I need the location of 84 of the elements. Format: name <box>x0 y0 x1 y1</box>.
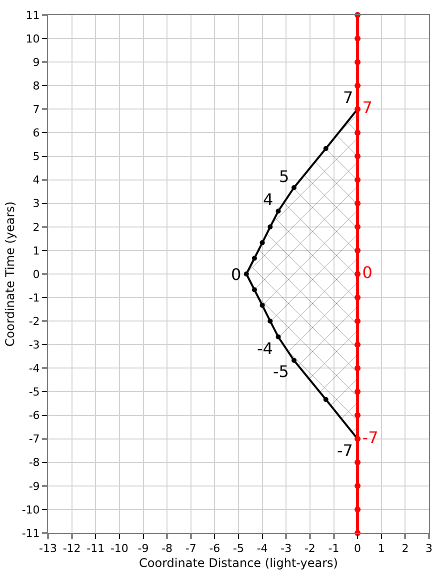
point <box>354 412 361 418</box>
point <box>323 397 328 402</box>
y-tick-label: -7 <box>28 432 40 446</box>
y-tick-label: 1 <box>32 244 40 258</box>
point <box>276 208 281 214</box>
y-tick-label: -6 <box>28 409 40 422</box>
point <box>268 224 273 230</box>
annotation: 5 <box>279 167 290 186</box>
point <box>354 153 361 160</box>
point <box>354 459 361 466</box>
point <box>354 130 361 136</box>
x-axis-title: Coordinate Distance (light-years) <box>139 556 338 570</box>
x-tick-label: 0 <box>354 542 362 556</box>
y-axis-title: Coordinate Time (years) <box>3 201 18 347</box>
annotation: -4 <box>257 339 273 358</box>
point <box>354 271 361 277</box>
point <box>354 247 361 254</box>
y-tick-label: -3 <box>28 338 40 352</box>
point <box>291 358 296 363</box>
y-tick-label: 11 <box>26 8 40 22</box>
point <box>354 388 361 395</box>
point <box>260 240 265 246</box>
data-label: 0 <box>362 263 372 282</box>
annotation: 7 <box>343 88 354 107</box>
point <box>354 59 361 66</box>
point <box>354 318 361 324</box>
y-tick-label: 6 <box>32 126 40 140</box>
x-tick-label: -11 <box>86 542 105 556</box>
x-tick-label: 2 <box>402 542 409 556</box>
annotation: -7 <box>337 441 353 460</box>
x-tick-label: -6 <box>209 542 220 556</box>
x-tick-label: 3 <box>426 542 432 556</box>
point <box>276 334 281 340</box>
y-tick-label: -9 <box>28 480 40 493</box>
y-tick-label: 8 <box>32 79 40 92</box>
point <box>244 272 249 276</box>
x-tick-label: -5 <box>233 542 244 556</box>
point <box>252 287 257 292</box>
point <box>268 318 273 324</box>
point <box>260 302 265 308</box>
y-tick-label: -5 <box>28 386 40 399</box>
y-tick-label: -1 <box>28 291 40 304</box>
y-tick-label: 5 <box>32 150 40 164</box>
point <box>354 506 361 512</box>
y-tick-label: -2 <box>28 314 40 328</box>
y-tick-label: 10 <box>26 32 40 46</box>
point <box>354 294 361 301</box>
point <box>354 176 361 183</box>
x-tick-label: -4 <box>256 542 268 556</box>
y-tick-label: -10 <box>22 503 40 516</box>
x-tick-label: -13 <box>39 542 57 556</box>
point <box>354 36 361 42</box>
data-label: 7 <box>362 98 372 118</box>
x-tick-label: -1 <box>328 542 340 556</box>
y-tick-label: 0 <box>32 268 40 281</box>
x-tick-label: -7 <box>185 542 196 556</box>
x-tick-label: -8 <box>162 542 173 556</box>
point <box>354 365 361 372</box>
y-tick-label: 4 <box>32 174 40 187</box>
point <box>354 482 361 489</box>
annotation: 0 <box>231 265 242 284</box>
x-tick-label: 1 <box>378 542 385 556</box>
y-tick-label: -4 <box>28 362 40 376</box>
x-tick-label: -2 <box>304 542 316 556</box>
point <box>323 146 328 151</box>
y-tick-label: 9 <box>32 56 40 69</box>
y-tick-label: -11 <box>22 526 40 540</box>
x-tick-label: -3 <box>280 542 292 556</box>
point <box>354 224 361 230</box>
y-tick-label: 3 <box>32 197 40 210</box>
x-tick-label: -9 <box>138 542 149 556</box>
x-tick-label: -10 <box>110 542 128 556</box>
data-label: -7 <box>362 428 378 447</box>
point <box>354 342 361 348</box>
point <box>354 82 361 89</box>
annotation: 4 <box>263 190 274 209</box>
point <box>291 185 296 190</box>
y-tick-label: 2 <box>32 220 40 234</box>
x-tick-label: -12 <box>62 542 81 556</box>
y-tick-label: -8 <box>28 456 40 470</box>
point <box>252 256 257 261</box>
point <box>354 200 361 206</box>
y-tick-label: 7 <box>32 103 40 116</box>
annotation: -5 <box>273 362 289 381</box>
